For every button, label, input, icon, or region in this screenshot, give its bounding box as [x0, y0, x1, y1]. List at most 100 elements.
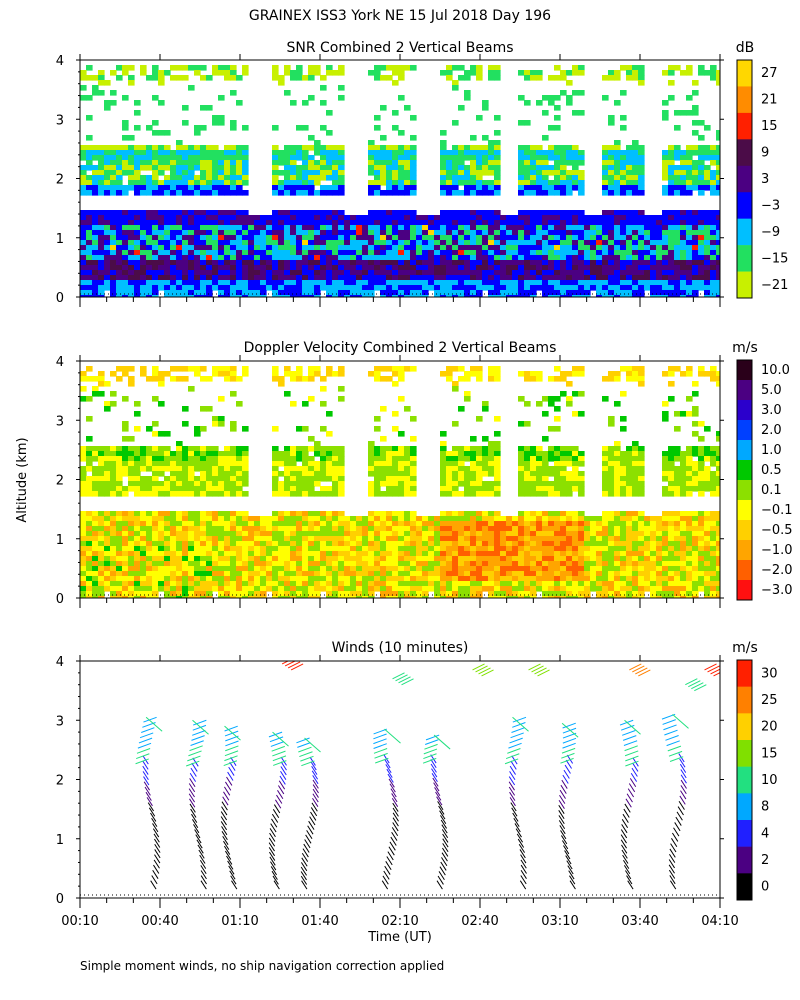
colorbar-label: 10: [761, 773, 778, 788]
wind-barb: [668, 750, 683, 757]
wind-barb: [190, 767, 197, 777]
wind-barb: [620, 724, 635, 731]
wind-barb: [308, 820, 315, 830]
colorbar-label: −9: [761, 225, 780, 240]
x-tick-label: 00:10: [61, 914, 98, 929]
colorbar-label: −2.0: [761, 563, 793, 578]
colorbar-swatch: [737, 480, 752, 501]
colorbar-label: 1.0: [761, 443, 782, 458]
wind-barb: [568, 870, 575, 880]
wind-barb: [663, 724, 677, 731]
wind-barb: [312, 788, 319, 798]
wind-barb: [624, 803, 631, 813]
wind-barb: [430, 754, 437, 764]
wind-barb: [189, 803, 196, 813]
wind-barb: [509, 737, 523, 744]
wind-barb: [268, 842, 275, 852]
wind-barb: [148, 807, 156, 817]
wind-barb: [509, 771, 516, 781]
wind-barb: [665, 735, 679, 741]
colorbar-label: 3: [761, 172, 769, 187]
wind-barb: [271, 745, 285, 752]
wind-barb: [277, 790, 284, 799]
wind-barb: [189, 798, 196, 808]
wind-barb: [382, 875, 389, 885]
wind-barb: [280, 770, 287, 780]
wind-barb: [220, 821, 228, 831]
wind-barb: [138, 737, 153, 744]
wind-barb: [442, 847, 449, 857]
wind-barb: [442, 833, 449, 843]
wind-barb: [674, 822, 681, 832]
wind-barb: [671, 838, 678, 848]
wind-barb: [432, 777, 439, 787]
wind-barb: [301, 852, 309, 862]
wind-barb: [515, 828, 522, 838]
wind-barb: [439, 866, 446, 876]
wind-barb: [270, 741, 285, 747]
wind-barb: [230, 756, 237, 766]
wind-barb: [391, 793, 398, 803]
wind-barb: [312, 779, 319, 789]
wind-barb: [559, 789, 566, 799]
wind-barb: [154, 838, 161, 848]
colorbar-label: 0.1: [761, 483, 782, 498]
wind-barb: [389, 841, 396, 851]
wind-barb: [442, 843, 449, 853]
wind-barb: [622, 854, 629, 864]
wind-barb: [296, 737, 310, 744]
wind-barb: [270, 823, 277, 833]
axes: 0 1 2 3 4 0 1 2 3 4 0 1 2 3 4 00:10 00:40 01:10 01:40 02:10…: [56, 54, 739, 929]
colorbar-swatch: [737, 360, 752, 381]
doppler-panel-title: Doppler Velocity Combined 2 Vertical Bea…: [244, 340, 557, 356]
wind-barb: [520, 859, 527, 869]
colorbar-swatch: [737, 192, 752, 219]
wind-barb: [303, 843, 310, 853]
wind-barb: [392, 802, 399, 812]
wind-barb: [280, 761, 287, 771]
wind-barb: [509, 765, 516, 775]
wind-barb: [623, 808, 630, 818]
wind-barb: [435, 791, 442, 801]
wind-barb: [560, 784, 567, 794]
colorbar-swatch: [737, 540, 752, 561]
wind-barb: [564, 764, 571, 774]
wind-barb: [373, 743, 387, 749]
wind-barb: [223, 786, 231, 796]
wind-barb: [299, 751, 313, 758]
wind-barb: [669, 853, 676, 863]
wind-barb: [627, 788, 635, 798]
wind-barb: [622, 730, 636, 736]
colorbar-label: 27: [761, 66, 778, 81]
wind-barb: [278, 780, 286, 790]
wind-barb: [624, 750, 639, 757]
wind-barb: [191, 813, 198, 823]
wind-barb: [154, 849, 161, 859]
y-tick-label: 1: [56, 833, 64, 848]
wind-barb: [141, 727, 155, 733]
wind-barb: [512, 812, 519, 822]
wind-barb: [225, 745, 239, 752]
wind-barb: [300, 871, 307, 881]
wind-barb: [153, 833, 160, 843]
colorbar-label: −3.0: [761, 583, 793, 598]
wind-barb: [561, 779, 568, 789]
wind-barb: [223, 840, 230, 850]
wind-barb: [622, 735, 637, 741]
colorbar-swatch: [737, 820, 752, 847]
wind-barb: [441, 829, 449, 839]
wind-barb: [136, 753, 150, 760]
wind-barb: [220, 811, 228, 821]
colorbar-swatch: [737, 86, 752, 114]
wind-barb: [514, 823, 521, 833]
wind-barb: [144, 786, 151, 796]
colorbar-swatch: [737, 520, 752, 541]
wind-barb: [563, 769, 570, 779]
colorbar-swatch: [737, 873, 752, 901]
wind-barb: [373, 738, 387, 745]
wind-barb: [383, 870, 390, 880]
wind-barb: [562, 737, 577, 744]
x-tick-label: 03:10: [541, 914, 578, 929]
wind-barb: [187, 755, 201, 762]
wind-barb: [269, 856, 276, 866]
